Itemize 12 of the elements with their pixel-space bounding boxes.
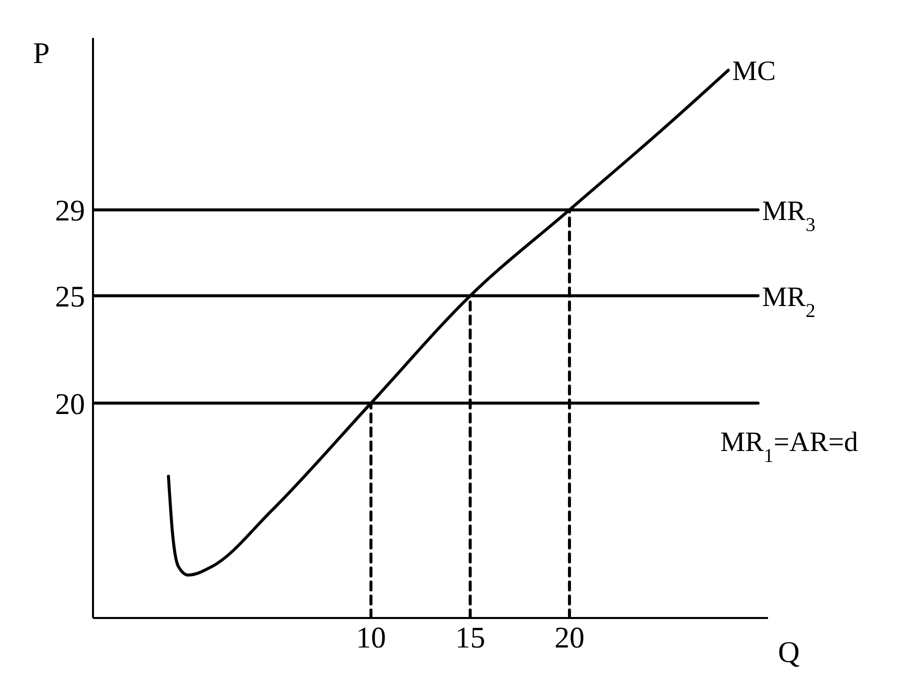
y-tick-label: 25 [55, 280, 85, 314]
series-label: MR$_{1}$=AR=d [720, 427, 858, 467]
x-tick-label: 20 [554, 621, 584, 654]
x-axis-title: Q [778, 636, 800, 669]
y-tick-label: 20 [55, 388, 85, 421]
series-label: MR$_{3}$ [762, 196, 816, 236]
y-axis-title: P [33, 37, 50, 70]
series-label: MC [732, 56, 776, 88]
x-tick-label: 15 [455, 621, 486, 654]
y-tick-label: 29 [55, 194, 85, 228]
series-label: MR$_{2}$ [762, 282, 816, 322]
x-tick-label: 10 [356, 621, 386, 654]
